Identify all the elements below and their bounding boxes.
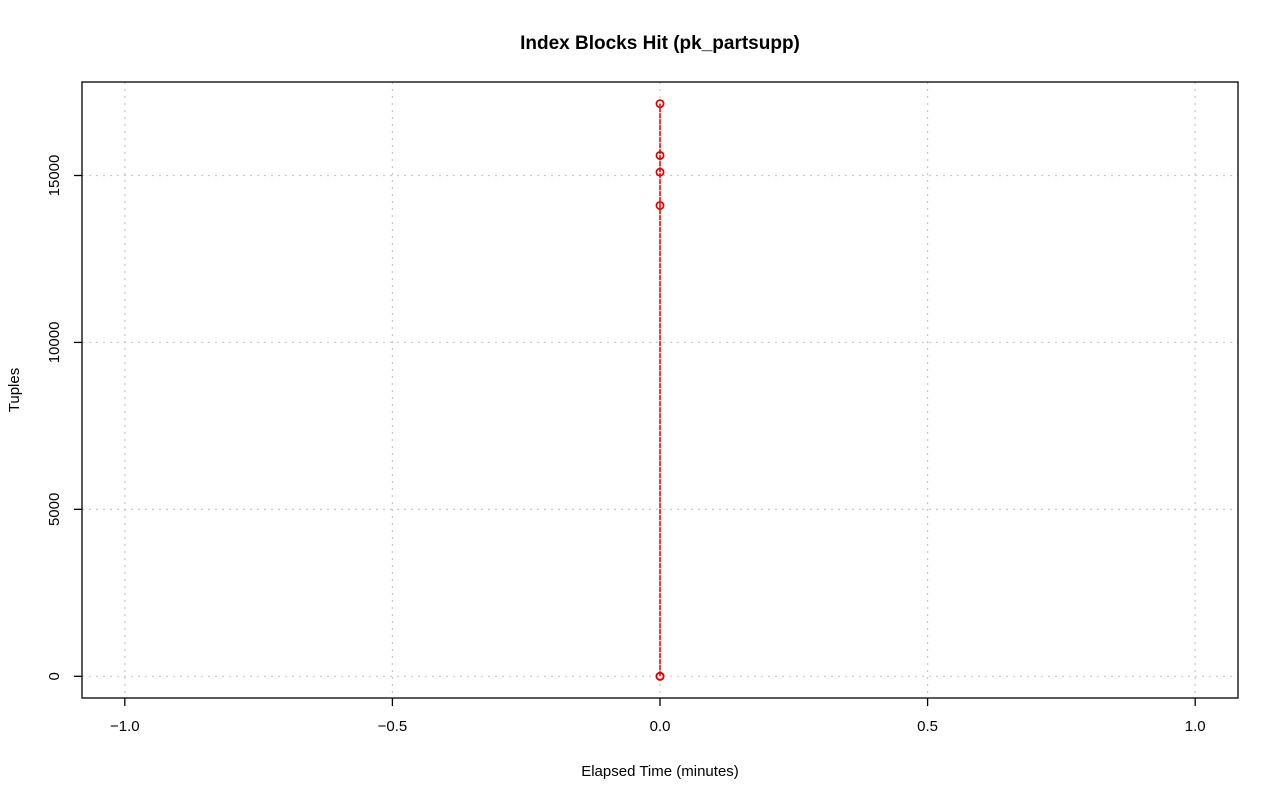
series-layer	[655, 99, 665, 681]
data-point	[655, 151, 665, 160]
data-point	[655, 201, 665, 210]
x-tick-label: 0.5	[917, 718, 938, 735]
y-tick-label: 0	[46, 672, 63, 680]
y-tick-label: 15000	[46, 155, 63, 197]
x-tick-label: −0.5	[378, 718, 408, 735]
x-axis: −1.0 −0.5 0.0 0.5 1.0	[110, 698, 1206, 735]
y-axis: 0 5000 10000 15000	[46, 155, 82, 680]
data-point	[655, 671, 665, 681]
data-point	[655, 167, 665, 177]
y-axis-label: Tuples	[6, 368, 23, 412]
x-tick-label: 0.0	[650, 718, 671, 735]
x-tick-label: −1.0	[110, 718, 140, 735]
data-point	[655, 99, 665, 109]
x-tick-label: 1.0	[1185, 718, 1206, 735]
x-axis-label: Elapsed Time (minutes)	[581, 763, 739, 780]
y-tick-label: 10000	[46, 322, 63, 364]
y-tick-label: 5000	[46, 493, 63, 526]
chart-title: Index Blocks Hit (pk_partsupp)	[520, 33, 800, 54]
